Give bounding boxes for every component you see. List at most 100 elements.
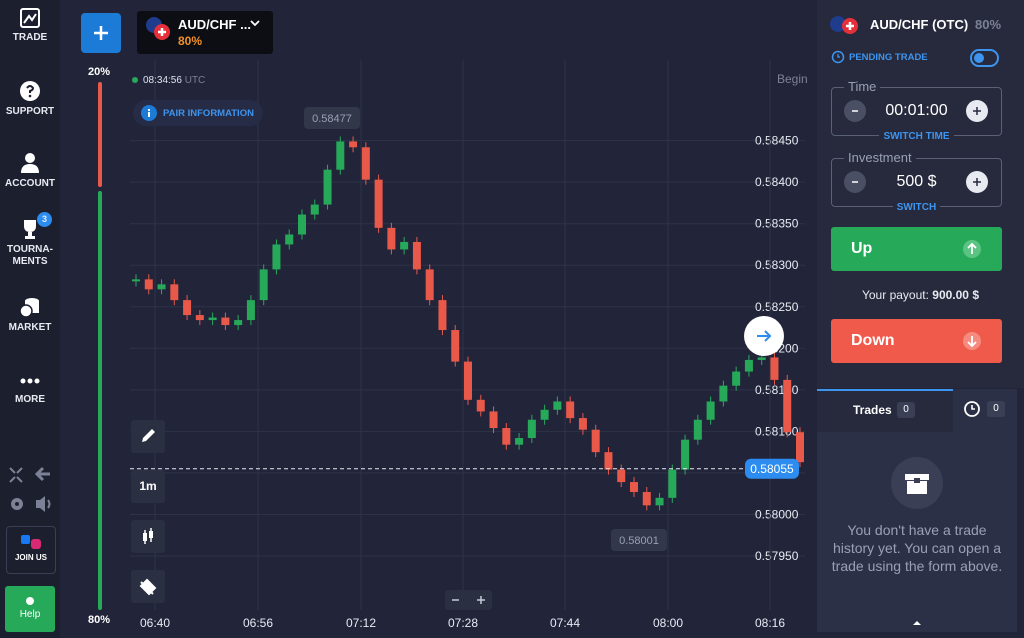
candle (400, 241, 409, 250)
join-us[interactable]: JOIN US (6, 526, 56, 574)
candle (298, 214, 306, 235)
pencil-icon (142, 429, 155, 442)
candle (757, 357, 766, 360)
y-tick-label: 0.58100 (755, 424, 799, 438)
social-icons (21, 535, 41, 549)
candle (783, 379, 792, 433)
pair-info-button[interactable]: PAIR INFORMATION (133, 100, 263, 126)
candle (259, 269, 268, 301)
candle (540, 409, 549, 420)
pending-toggle[interactable] (970, 49, 999, 67)
interval-tool[interactable]: 1m (131, 470, 165, 503)
y-tick-label: 0.58000 (755, 507, 799, 521)
candle (451, 330, 460, 362)
candle (246, 300, 255, 321)
candle (706, 401, 715, 420)
low-marker-label: 0.58001 (619, 535, 659, 547)
switch-investment[interactable]: SWITCH (832, 202, 1001, 213)
candle (438, 300, 447, 331)
investment-value: 500 $ (896, 173, 937, 190)
candle (323, 169, 332, 205)
nav-support[interactable]: SUPPORT (0, 80, 60, 118)
time-plus[interactable] (966, 100, 988, 122)
price-badge (745, 458, 799, 479)
server-time: 08:34:56 UTC (132, 75, 205, 86)
candle (195, 315, 204, 321)
candle (349, 141, 358, 148)
candle (578, 418, 587, 430)
help-button[interactable]: Help (5, 586, 55, 632)
info-icon (141, 105, 157, 121)
pair-selector[interactable]: AUD/CHF ... 80% (137, 11, 273, 54)
trades-panel: Trades 0 0 You don't have a trade histor… (817, 389, 1017, 632)
investment-input[interactable]: Investment 500 $ SWITCH (831, 150, 1002, 213)
investment-minus[interactable] (844, 171, 866, 193)
minus-icon (852, 110, 858, 112)
candle (693, 419, 702, 440)
plus-icon (973, 107, 981, 115)
icon (20, 8, 40, 28)
candle-icon (143, 528, 153, 544)
candle (566, 401, 575, 419)
trades-tab-label: Trades (853, 403, 892, 417)
y-tick-label: 0.58150 (755, 383, 799, 397)
zoom-controls[interactable] (445, 590, 492, 610)
satellite-icon (139, 578, 157, 596)
nav-trade[interactable]: TRADE (0, 8, 60, 44)
zoom-icons (452, 596, 485, 604)
candle (604, 452, 613, 470)
candle (527, 419, 536, 439)
icon (20, 378, 40, 384)
indicator-tool[interactable] (131, 570, 165, 603)
nav-label: TRADE (12, 32, 48, 43)
candle (374, 179, 383, 228)
time-input[interactable]: Time 00:01:00 SWITCH TIME (831, 79, 1002, 142)
time-minus[interactable] (844, 100, 866, 122)
collapse-icon (913, 621, 921, 625)
empty-icon (891, 457, 943, 509)
candle (425, 269, 434, 301)
pair-info-label: PAIR INFORMATION (163, 108, 254, 119)
nav-account[interactable]: ACCOUNT (0, 152, 60, 190)
chart-type-tool[interactable] (131, 520, 165, 553)
chevron (250, 20, 260, 27)
pending-count: 0 (987, 401, 1005, 417)
join-label: JOIN US (14, 553, 47, 562)
begin-label: Begin (777, 72, 808, 86)
flags (830, 16, 858, 34)
candle (361, 147, 370, 180)
candle (412, 241, 421, 270)
candle (553, 401, 562, 410)
payout-line: Your payout: 900.00 $ (817, 288, 1024, 302)
candle (144, 279, 153, 290)
nav-label: ACCOUNT (5, 178, 55, 189)
sidebar: TRADE SUPPORT ACCOUNT 3 TOURNA-MENTS MAR… (0, 0, 60, 638)
history-icon (964, 401, 980, 417)
y-tick-label: 0.58300 (755, 258, 799, 272)
draw-tool[interactable] (131, 420, 165, 453)
nav-tournaments[interactable]: 3 TOURNA-MENTS (0, 212, 60, 268)
buy-percent: 80% (88, 614, 111, 626)
candle (170, 284, 179, 301)
nav-more[interactable]: MORE (0, 372, 60, 406)
candle (630, 482, 638, 493)
candle (336, 141, 345, 170)
y-tick-label: 0.58350 (755, 217, 799, 231)
down-button[interactable]: Down (831, 319, 1002, 363)
high-marker-label: 0.58477 (312, 113, 352, 125)
nav-label: MORE (15, 394, 45, 405)
candle (655, 497, 664, 506)
sell-percent: 20% (88, 66, 111, 78)
trades-tab[interactable]: Trades 0 (817, 389, 953, 432)
x-tick-label: 06:56 (243, 616, 273, 630)
add-chart-button[interactable] (81, 13, 121, 53)
y-tick-label: 0.57950 (755, 549, 799, 563)
down-label: Down (851, 332, 895, 349)
investment-plus[interactable] (966, 171, 988, 193)
candle (642, 492, 651, 506)
nav-market[interactable]: MARKET (0, 296, 60, 334)
up-label: Up (851, 240, 873, 257)
up-button[interactable]: Up (831, 227, 1002, 271)
switch-time[interactable]: SWITCH TIME (832, 131, 1001, 142)
